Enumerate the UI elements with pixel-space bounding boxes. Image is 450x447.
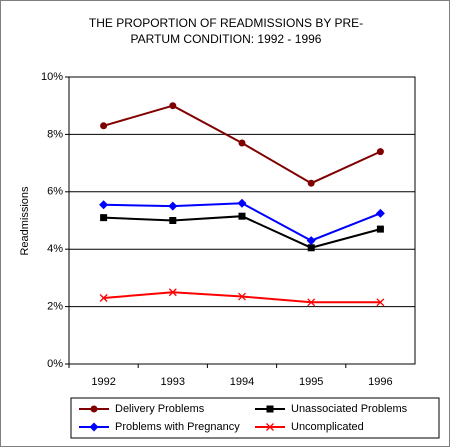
y-tick-label: 0% [47,358,63,370]
y-tick-label: 6% [47,186,63,198]
series-line [103,215,381,249]
legend-label: Uncomplicated [291,421,364,433]
y-tick-label: 10% [41,71,63,83]
y-tick-label: 2% [47,301,63,313]
marker [238,292,246,301]
chart-title: THE PROPORTION OF READMISSIONS BY PRE-PA… [88,16,364,46]
marker [375,208,385,218]
y-tick-label: 8% [47,128,63,140]
marker [306,236,316,246]
marker [238,139,246,147]
x-tick-label: 1993 [161,376,185,388]
marker [168,201,178,211]
marker [100,214,108,222]
legend-marker [90,405,98,413]
marker [237,198,247,208]
marker [376,298,385,307]
marker [307,298,316,307]
marker [238,212,246,220]
legend-label: Unassociated Problems [291,403,408,415]
marker [100,122,108,130]
plot-border [68,76,416,365]
legend-marker [266,423,274,431]
legend-label: Delivery Problems [115,403,205,415]
marker [307,244,315,252]
legend-box [70,397,440,439]
x-tick-label: 1996 [368,376,392,388]
y-axis-label: Readmissions [19,186,31,256]
legend-marker [89,422,99,432]
series-line [103,202,381,242]
x-tick-label: 1995 [299,376,323,388]
legend-marker [266,405,274,413]
marker [307,179,315,187]
marker [376,225,384,233]
marker [169,217,177,224]
marker [99,294,108,302]
y-tick-label: 4% [47,243,63,255]
legend-label: Problems with Pregnancy [115,421,240,433]
marker [168,288,177,297]
marker [376,148,384,156]
marker [169,102,177,110]
x-tick-label: 1992 [91,376,115,388]
x-tick-label: 1994 [230,376,254,388]
marker [99,200,109,210]
